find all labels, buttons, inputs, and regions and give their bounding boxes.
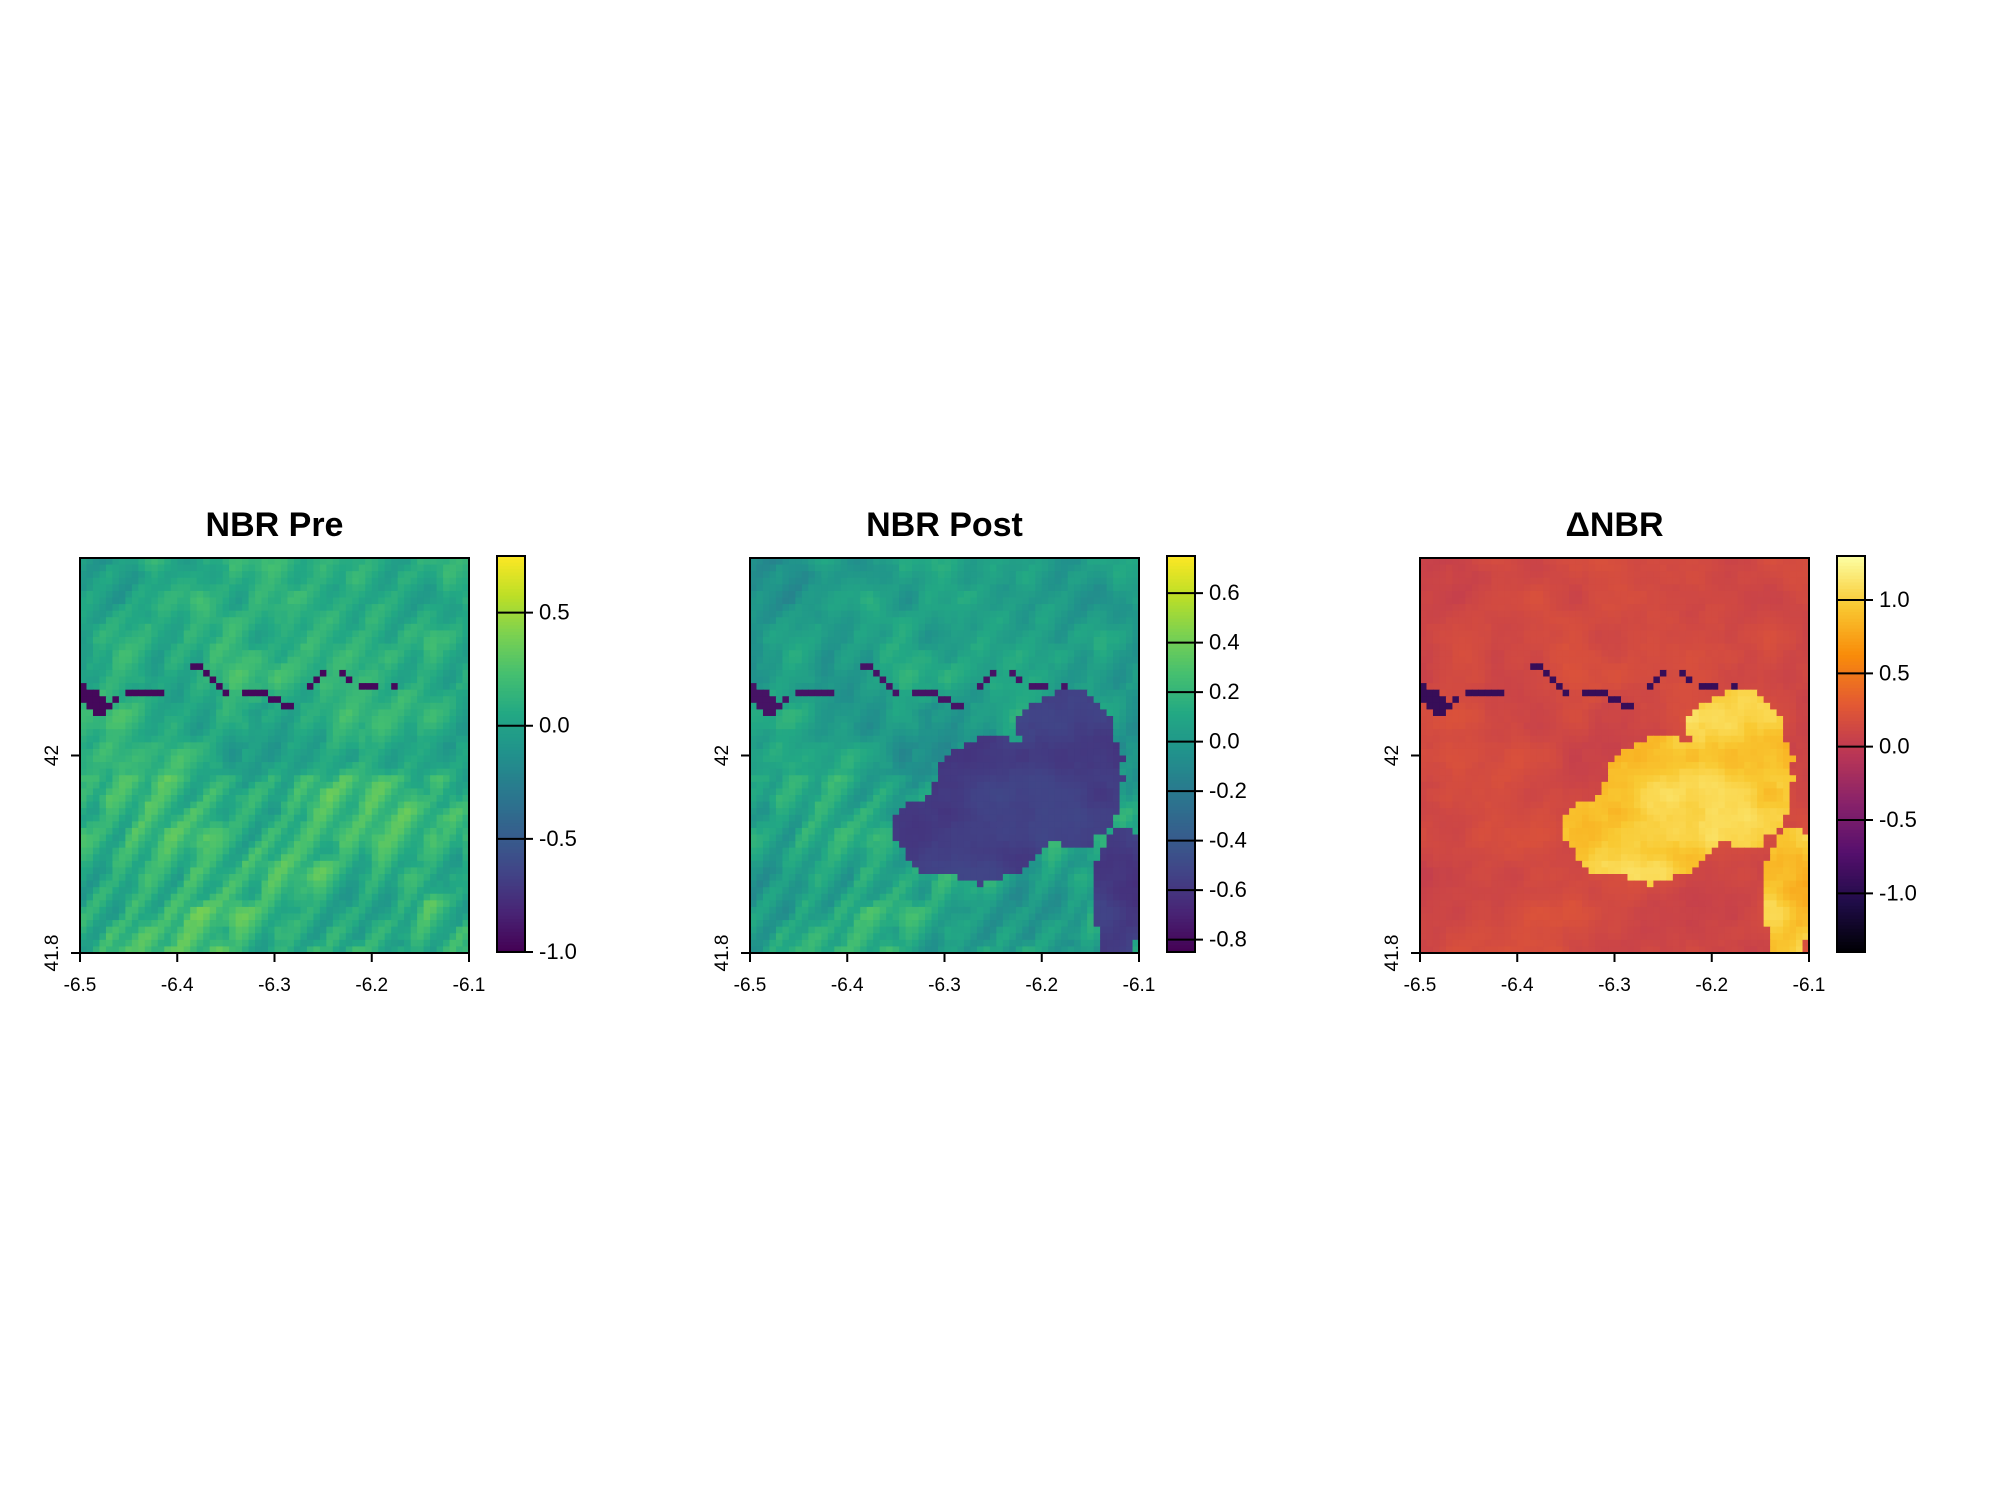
colorbar-tick-label: -0.5 [1879,807,1917,832]
x-tick-label: -6.5 [1404,975,1437,996]
colorbar-tick-label: -0.4 [1209,828,1247,853]
colorbar-tick-label: 0.5 [539,600,570,625]
colorbar-tick-label: -0.8 [1209,927,1247,952]
x-tick-label: -6.1 [1793,975,1826,996]
x-tick-label: -6.1 [453,975,486,996]
panel-title: ΔNBR [1565,506,1663,544]
x-tick-label: -6.1 [1123,975,1156,996]
panel-1: NBR Pre -6.5 -6.4 -6.3 -6.2 -6.1 41.8 42 0.5 0.0 -… [42,506,577,996]
y-tick-label: 42 [1382,745,1403,766]
x-tick-label: -6.2 [1025,975,1058,996]
colorbar-tick-label: -1.0 [1879,880,1917,905]
raster-map [750,558,1140,954]
x-tick-label: -6.3 [258,975,291,996]
panel-title: NBR Post [866,506,1023,544]
panel-2: NBR Post -6.5 -6.4 -6.3 -6.2 -6.1 41.8 42 0.6 0.4… [712,506,1247,996]
colorbar-tick-label: 0.0 [1209,729,1240,754]
colorbar-tick-label: -1.0 [539,939,577,964]
raster-map [1420,558,1810,954]
panel-title: NBR Pre [206,506,344,544]
panel-3: ΔNBR -6.5 -6.4 -6.3 -6.2 -6.1 41.8 42 1.0 0.5 0.0 -… [1382,506,1917,996]
y-tick-label: 42 [42,745,63,766]
colorbar: 0.6 0.4 0.2 0.0 -0.2 -0.4 -0.6 -0.8 [1166,555,1247,953]
x-tick-label: -6.3 [928,975,961,996]
x-tick-label: -6.2 [1695,975,1728,996]
x-tick-label: -6.4 [1501,975,1534,996]
x-tick-label: -6.5 [64,975,97,996]
x-tick-label: -6.2 [355,975,388,996]
y-tick-label: 41.8 [42,935,63,972]
colorbar-tick-label: 0.0 [1879,734,1910,759]
x-tick-label: -6.3 [1598,975,1631,996]
x-tick-label: -6.4 [831,975,864,996]
y-tick-label: 41.8 [1382,935,1403,972]
colorbar-tick-label: 0.6 [1209,580,1240,605]
colorbar-tick-label: 1.0 [1879,587,1910,612]
colorbar-tick-label: 0.4 [1209,630,1240,655]
x-tick-label: -6.5 [734,975,767,996]
colorbar-tick-label: -0.2 [1209,778,1247,803]
colorbar-tick-label: -0.5 [539,826,577,851]
y-tick-label: 41.8 [712,935,733,972]
colorbar-tick-label: 0.5 [1879,660,1910,685]
raster-map [80,558,470,954]
colorbar-tick-label: -0.6 [1209,877,1247,902]
colorbar-tick-label: 0.0 [539,713,570,738]
x-tick-label: -6.4 [161,975,194,996]
colorbar: 1.0 0.5 0.0 -0.5 -1.0 [1836,555,1917,953]
colorbar: 0.5 0.0 -0.5 -1.0 [496,555,577,964]
y-tick-label: 42 [712,745,733,766]
colorbar-tick-label: 0.2 [1209,679,1240,704]
